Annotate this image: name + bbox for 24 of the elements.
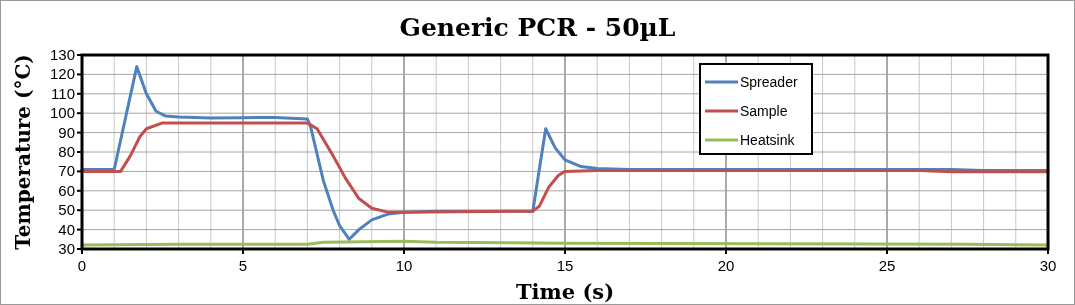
chart-title: Generic PCR - 50µL bbox=[399, 13, 676, 42]
y-tick-label: 80 bbox=[58, 143, 75, 160]
legend-label: Heatsink bbox=[740, 132, 796, 148]
x-tick-label: 10 bbox=[395, 257, 413, 274]
x-tick-label: 25 bbox=[878, 257, 896, 274]
x-tick-label: 15 bbox=[556, 257, 574, 274]
y-tick-label: 60 bbox=[58, 181, 75, 199]
y-tick-label: 70 bbox=[58, 162, 75, 180]
x-tick-label: 20 bbox=[717, 257, 735, 274]
x-tick-label: 5 bbox=[238, 257, 248, 274]
x-tick-label: 0 bbox=[77, 257, 87, 274]
legend-label: Spreader bbox=[740, 74, 798, 90]
y-tick-label: 90 bbox=[58, 123, 75, 141]
y-tick-label: 130 bbox=[49, 46, 75, 63]
y-tick-label: 110 bbox=[51, 84, 75, 102]
y-tick-label: 50 bbox=[58, 201, 75, 219]
y-axis-title: Temperature (°C) bbox=[11, 54, 35, 250]
y-tick-label: 120 bbox=[49, 65, 75, 83]
x-axis-title: Time (s) bbox=[515, 279, 615, 304]
x-tick-label: 30 bbox=[1039, 257, 1057, 274]
legend-label: Sample bbox=[740, 103, 788, 119]
y-tick-label: 30 bbox=[58, 240, 75, 257]
y-tick-label: 100 bbox=[49, 104, 75, 122]
y-tick-label: 40 bbox=[58, 220, 75, 238]
